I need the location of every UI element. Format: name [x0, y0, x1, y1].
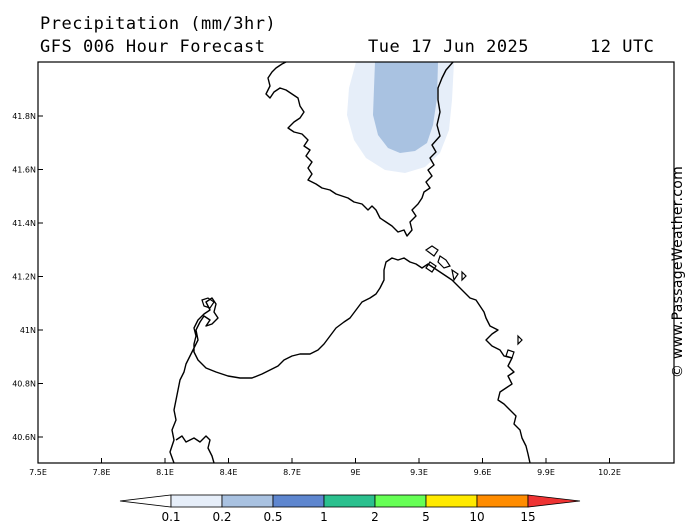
credit-text: © www.PassageWeather.com [670, 165, 686, 379]
legend-label: 0.2 [212, 510, 231, 524]
legend-swatch [272, 494, 325, 508]
latitude-axis: 41.8N 41.6N 41.4N 41.2N 41N 40.8N 40.6N [12, 112, 43, 442]
lon-label: 9.6E [474, 468, 492, 477]
forecast-time: 12 UTC [590, 37, 655, 57]
lat-label: 40.8N [12, 380, 36, 389]
lat-label: 41.4N [12, 219, 36, 228]
lat-label: 41N [20, 326, 36, 335]
offshore-islet-east [505, 334, 523, 359]
sardinia-south-coast [175, 435, 215, 463]
legend-label: 1 [320, 510, 328, 524]
lon-label: 7.8E [93, 468, 111, 477]
lon-label: 9.9E [537, 468, 555, 477]
legend-swatch [425, 494, 478, 508]
lon-label: 8.1E [156, 468, 174, 477]
legend-swatch [527, 494, 581, 508]
lon-label: 8.4E [220, 468, 238, 477]
legend-label: 2 [371, 510, 379, 524]
lon-label: 10.2E [598, 468, 621, 477]
asinara-island [201, 297, 215, 309]
lat-label: 40.6N [12, 433, 36, 442]
legend-label: 0.5 [263, 510, 282, 524]
lat-label: 41.2N [12, 273, 36, 282]
precip-legend: 0.1 0.2 0.5 1 2 5 10 15 [119, 494, 581, 524]
legend-swatch [476, 494, 529, 508]
lat-label: 41.8N [12, 112, 36, 121]
maddalena-islands [424, 245, 467, 282]
legend-swatch [170, 494, 223, 508]
forecast-model: GFS 006 Hour Forecast [40, 37, 266, 57]
legend-label: 15 [520, 510, 535, 524]
sardinia-coastline [169, 257, 531, 463]
lat-label: 41.6N [12, 166, 36, 175]
legend-swatch [323, 494, 376, 508]
longitude-axis: 7.5E 7.8E 8.1E 8.4E 8.7E 9E 9.3E 9.6E 9.9E 10.2E [29, 458, 621, 477]
forecast-date: Tue 17 Jun 2025 [368, 37, 530, 57]
corsica-coastline [265, 62, 454, 237]
lon-label: 9.3E [410, 468, 428, 477]
lon-label: 9E [350, 468, 360, 477]
map-title: Precipitation (mm/3hr) [40, 14, 277, 34]
legend-swatch [119, 494, 172, 508]
map-area [169, 62, 531, 463]
legend-label: 5 [422, 510, 430, 524]
lon-label: 8.7E [283, 468, 301, 477]
legend-swatch [221, 494, 274, 508]
legend-label: 0.1 [161, 510, 180, 524]
precip-area-moderate [373, 62, 438, 153]
legend-label: 10 [469, 510, 484, 524]
legend-swatch [374, 494, 427, 508]
lon-label: 7.5E [29, 468, 47, 477]
